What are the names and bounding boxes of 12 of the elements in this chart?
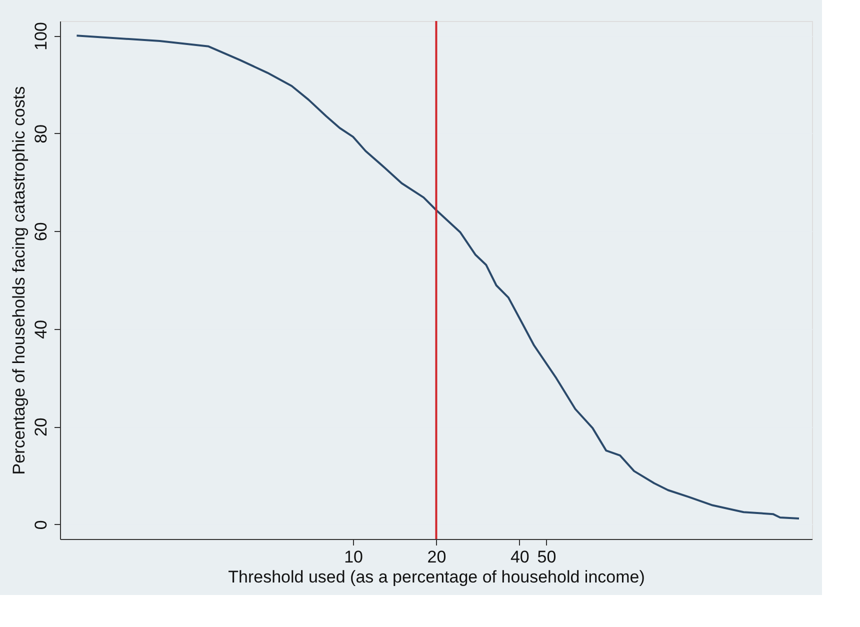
x-tick-label: 20 [427, 548, 446, 566]
y-tick-label: 20 [32, 418, 50, 437]
x-tick-label: 10 [344, 548, 364, 566]
y-tick-label: 0 [32, 520, 50, 530]
y-tick-label: 80 [32, 124, 50, 144]
y-tick-label: 60 [32, 222, 50, 242]
y-tick-label: 40 [32, 320, 50, 339]
x-tick-label: 50 [537, 548, 556, 566]
x-tick-label: 40 [510, 548, 530, 566]
y-axis-title: Percentage of households facing catastrophic costs [10, 86, 28, 475]
x-axis-title: Threshold used (as a percentage of household income) [228, 568, 645, 586]
y-tick-label: 100 [32, 22, 50, 50]
